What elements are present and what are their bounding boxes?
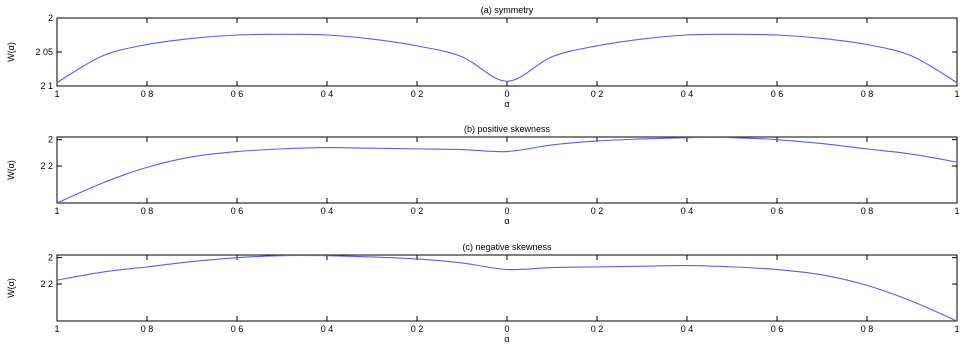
series-line-1: [56, 136, 958, 204]
x-tick-label: 1: [954, 324, 959, 334]
x-tick-label: 0 2: [411, 206, 424, 216]
x-tick-label: 0 8: [861, 324, 874, 334]
y-axis-label: W(α): [6, 42, 16, 62]
x-tick-label: 0 6: [231, 324, 244, 334]
x-tick-label: 0 6: [231, 206, 244, 216]
x-tick-label: 0 6: [771, 206, 784, 216]
x-tick-label: 0 2: [411, 324, 424, 334]
y-axis-label: W(α): [6, 160, 16, 180]
y-tick-label: 2: [48, 253, 53, 263]
y-axis-label: W(α): [6, 278, 16, 298]
y-tick-label: 2 1: [40, 81, 53, 91]
x-tick-label: 0 4: [321, 206, 334, 216]
x-tick-label: 0 8: [861, 206, 874, 216]
x-tick-label: 0 4: [681, 206, 694, 216]
chart-title: (c) negative skewness: [462, 242, 552, 252]
x-tick-label: 0 8: [861, 89, 874, 99]
x-tick-label: 0 6: [771, 324, 784, 334]
x-tick-label: 0 6: [231, 89, 244, 99]
x-tick-label: 1: [54, 206, 59, 216]
panel-3: (c) negative skewness 1 0 8 0 6 0 4 0 2 0 0 2 0 …: [6, 242, 960, 344]
axes-box: [56, 136, 958, 204]
series-line-1: [56, 254, 958, 322]
x-tick-label: 1: [54, 89, 59, 99]
x-axis-label: α: [504, 216, 509, 226]
x-tick-label: 0 4: [681, 324, 694, 334]
x-tick-label: 0 2: [411, 89, 424, 99]
y-tick-label: 2: [48, 135, 53, 145]
x-tick-label: 0 2: [591, 89, 604, 99]
axes-box: [56, 254, 958, 322]
x-tick-label: 0 6: [771, 89, 784, 99]
axes-box: [56, 17, 958, 87]
y-tick-label: 2 2: [40, 161, 53, 171]
x-tick-label: 0: [504, 89, 509, 99]
chart-title: (b) positive skewness: [464, 124, 551, 134]
x-tick-label: 1: [954, 89, 959, 99]
x-tick-label: 0 2: [591, 324, 604, 334]
y-tick-label: 2 2: [40, 279, 53, 289]
chart-title: (a) symmetry: [481, 5, 534, 15]
x-tick-label: 0 8: [141, 206, 154, 216]
x-tick-label: 0 8: [141, 324, 154, 334]
panel-2: (b) positive skewness 1 0 8 0 6 0 4 0 2 0 0 2 0 …: [6, 124, 960, 226]
x-tick-label: 0 4: [321, 89, 334, 99]
x-tick-label: 1: [54, 324, 59, 334]
y-tick-label: 2 05: [35, 47, 53, 57]
x-axis-label: α: [504, 99, 509, 109]
x-axis-label: α: [504, 334, 509, 344]
x-tick-label: 0: [504, 324, 509, 334]
x-tick-label: 0 4: [321, 324, 334, 334]
x-tick-label: 0 4: [681, 89, 694, 99]
x-tick-label: 0 8: [141, 89, 154, 99]
x-tick-label: 1: [954, 206, 959, 216]
y-tick-label: 2: [48, 13, 53, 23]
series-line-1: [56, 33, 958, 84]
x-tick-label: 0: [504, 206, 509, 216]
x-tick-label: 0 2: [591, 206, 604, 216]
